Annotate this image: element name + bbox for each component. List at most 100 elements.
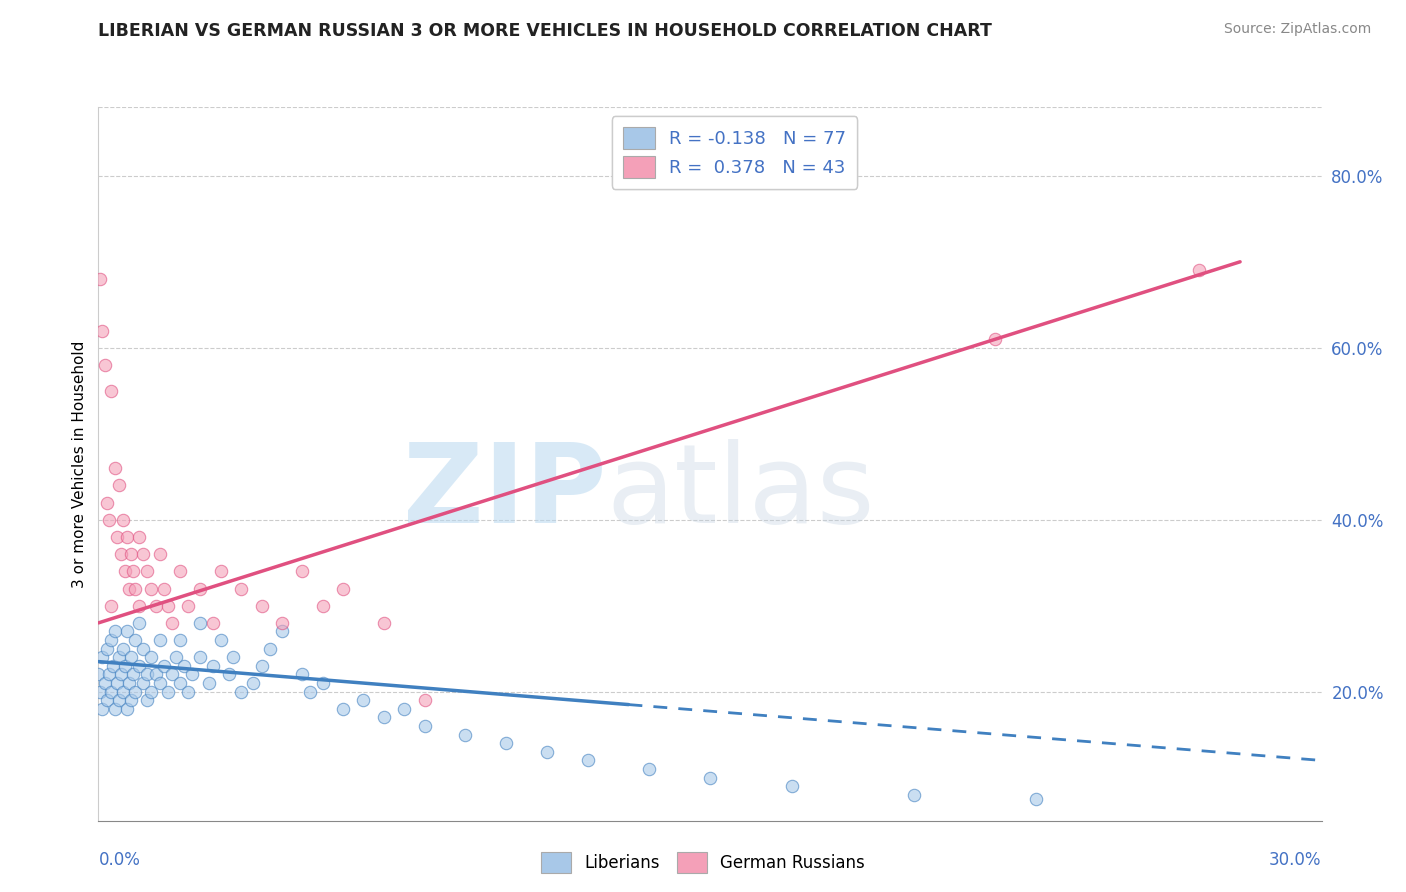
Point xyxy=(105,530,128,544)
Point xyxy=(136,564,159,578)
Point xyxy=(373,615,395,630)
Point xyxy=(111,513,134,527)
Point xyxy=(984,332,1007,346)
Point xyxy=(96,641,118,656)
Point xyxy=(1025,792,1047,806)
Point xyxy=(332,702,354,716)
Point xyxy=(231,582,253,596)
Point xyxy=(118,582,141,596)
Point xyxy=(128,530,150,544)
Point xyxy=(96,495,118,509)
Point xyxy=(160,667,183,681)
Point xyxy=(122,667,145,681)
Point xyxy=(108,650,131,665)
Point xyxy=(97,513,120,527)
Point xyxy=(250,659,273,673)
Point xyxy=(177,684,200,698)
Point xyxy=(115,624,138,639)
Point xyxy=(413,719,436,733)
Point xyxy=(105,676,128,690)
Point xyxy=(136,693,159,707)
Point xyxy=(114,659,136,673)
Text: LIBERIAN VS GERMAN RUSSIAN 3 OR MORE VEHICLES IN HOUSEHOLD CORRELATION CHART: LIBERIAN VS GERMAN RUSSIAN 3 OR MORE VEH… xyxy=(98,22,993,40)
Point xyxy=(149,547,172,561)
Point xyxy=(100,684,122,698)
Point xyxy=(124,582,146,596)
Point xyxy=(250,599,273,613)
Text: atlas: atlas xyxy=(606,439,875,546)
Point xyxy=(89,272,111,286)
Point xyxy=(128,659,150,673)
Point xyxy=(222,650,245,665)
Point xyxy=(152,582,174,596)
Point xyxy=(173,659,195,673)
Point xyxy=(156,599,179,613)
Point xyxy=(312,676,335,690)
Point xyxy=(637,762,661,776)
Point xyxy=(122,564,145,578)
Point xyxy=(120,547,142,561)
Point xyxy=(145,599,167,613)
Point xyxy=(413,693,436,707)
Point xyxy=(111,684,134,698)
Point xyxy=(128,599,150,613)
Point xyxy=(165,650,187,665)
Point xyxy=(145,667,167,681)
Point xyxy=(169,633,191,648)
Point xyxy=(136,667,159,681)
Point xyxy=(299,684,322,698)
Point xyxy=(91,702,114,716)
Point xyxy=(115,530,138,544)
Point xyxy=(699,771,721,785)
Point xyxy=(291,667,314,681)
Point xyxy=(141,582,163,596)
Point xyxy=(495,736,517,750)
Point xyxy=(352,693,374,707)
Point xyxy=(104,461,127,475)
Point xyxy=(209,633,232,648)
Point xyxy=(96,693,118,707)
Point xyxy=(242,676,264,690)
Point xyxy=(111,641,134,656)
Point xyxy=(93,676,115,690)
Point xyxy=(576,754,599,768)
Point xyxy=(312,599,335,613)
Point xyxy=(91,650,114,665)
Point xyxy=(87,667,110,681)
Point xyxy=(177,599,200,613)
Point xyxy=(110,667,132,681)
Point xyxy=(132,547,155,561)
Point xyxy=(110,547,132,561)
Point xyxy=(373,710,395,724)
Point xyxy=(218,667,240,681)
Point xyxy=(270,615,294,630)
Point xyxy=(132,676,155,690)
Legend: Liberians, German Russians: Liberians, German Russians xyxy=(534,846,872,880)
Point xyxy=(197,676,219,690)
Point xyxy=(454,728,477,742)
Point xyxy=(97,667,120,681)
Point xyxy=(124,684,146,698)
Point xyxy=(188,615,212,630)
Point xyxy=(115,702,138,716)
Point xyxy=(141,650,163,665)
Point xyxy=(392,702,416,716)
Text: 30.0%: 30.0% xyxy=(1270,851,1322,869)
Point xyxy=(201,659,224,673)
Point xyxy=(231,684,253,698)
Point xyxy=(201,615,224,630)
Point xyxy=(188,650,212,665)
Point xyxy=(152,659,174,673)
Point xyxy=(188,582,212,596)
Point xyxy=(536,745,558,759)
Text: ZIP: ZIP xyxy=(402,439,606,546)
Point xyxy=(128,615,150,630)
Point xyxy=(181,667,204,681)
Text: 0.0%: 0.0% xyxy=(98,851,141,869)
Point xyxy=(169,564,191,578)
Point xyxy=(1188,263,1211,277)
Y-axis label: 3 or more Vehicles in Household: 3 or more Vehicles in Household xyxy=(72,340,87,588)
Point xyxy=(120,693,142,707)
Legend: R = -0.138   N = 77, R =  0.378   N = 43: R = -0.138 N = 77, R = 0.378 N = 43 xyxy=(612,116,858,189)
Point xyxy=(169,676,191,690)
